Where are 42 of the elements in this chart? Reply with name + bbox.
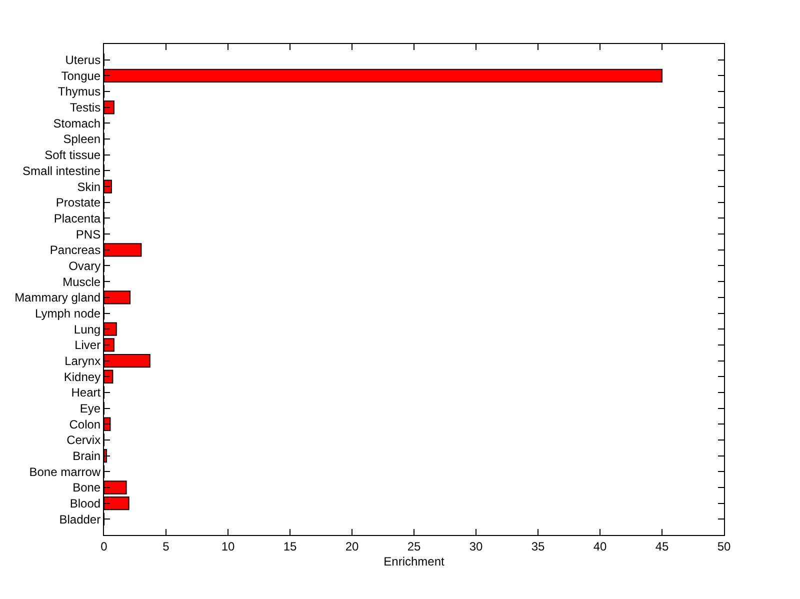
x-tick-label: 20 (345, 539, 359, 554)
x-tick-label: 25 (407, 539, 421, 554)
y-tick-label: Pancreas (50, 243, 101, 258)
x-tick-label: 30 (469, 539, 483, 554)
x-tick-label: 15 (283, 539, 297, 554)
x-tick-label: 45 (655, 539, 669, 554)
y-tick-label: Blood (70, 496, 101, 511)
y-tick-label: Spleen (63, 132, 101, 146)
y-tick-label: Liver (74, 338, 101, 352)
y-tick-label: Ovary (68, 258, 101, 273)
y-tick-label: Uterus (65, 53, 101, 68)
y-tick-label: Heart (71, 386, 102, 400)
y-tick-label: Larynx (64, 354, 101, 368)
y-tick-label: Prostate (56, 196, 101, 210)
y-tick-label: Eye (80, 401, 101, 416)
y-tick-label: Muscle (62, 274, 101, 289)
x-tick-label: 5 (162, 539, 170, 554)
y-tick-label: Soft tissue (44, 148, 101, 162)
y-tick-label: Bone marrow (29, 464, 101, 479)
y-tick-label: Lymph node (34, 306, 101, 320)
x-tick-label: 0 (100, 539, 108, 554)
x-tick-label: 10 (221, 539, 235, 554)
y-tick-label: Bladder (59, 512, 101, 526)
y-tick-label: Lung (74, 322, 101, 336)
y-tick-label: Kidney (64, 370, 101, 384)
x-tick-label: 50 (717, 539, 731, 554)
y-tick-label: Tongue (61, 68, 101, 83)
y-tick-label: Cervix (66, 433, 101, 448)
y-tick-label: Stomach (53, 116, 101, 130)
y-tick-label: Thymus (58, 84, 101, 99)
y-tick-label: Bone (72, 480, 101, 495)
x-tick-label: 35 (531, 539, 545, 554)
y-tick-label: Small intestine (22, 164, 101, 178)
y-tick-label: PNS (76, 227, 101, 242)
x-axis-title: Enrichment (384, 554, 446, 568)
y-tick-label: Brain (72, 449, 101, 464)
y-tick-label: Mammary gland (14, 290, 101, 305)
x-tick-label: 40 (593, 539, 607, 554)
y-tick-label: Testis (70, 100, 101, 115)
y-tick-label: Skin (77, 180, 101, 194)
y-tick-label: Placenta (54, 211, 101, 226)
y-tick-label: Colon (69, 417, 101, 432)
